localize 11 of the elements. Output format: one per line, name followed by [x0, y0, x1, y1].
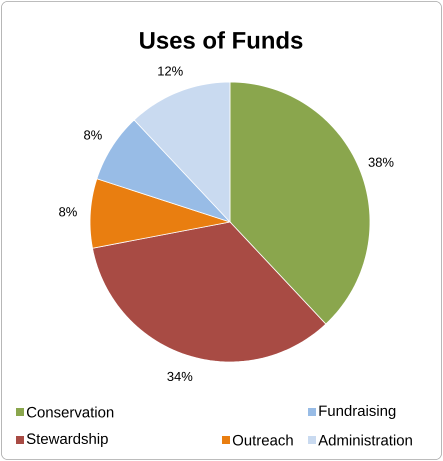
data-label: 8% — [84, 130, 102, 140]
data-label: 8% — [59, 207, 77, 216]
legend-label: Conservation — [26, 406, 114, 418]
chart-title: Uses of Funds — [140, 31, 302, 49]
legend-label: Fundraising — [319, 405, 396, 419]
data-label: 38% — [368, 158, 394, 167]
legend-label: Outreach — [232, 434, 293, 446]
data-label: 12% — [158, 66, 183, 76]
data-label: 34% — [167, 372, 192, 382]
legend-label: Stewardship — [26, 433, 108, 447]
legend-label: Administration — [318, 434, 412, 446]
